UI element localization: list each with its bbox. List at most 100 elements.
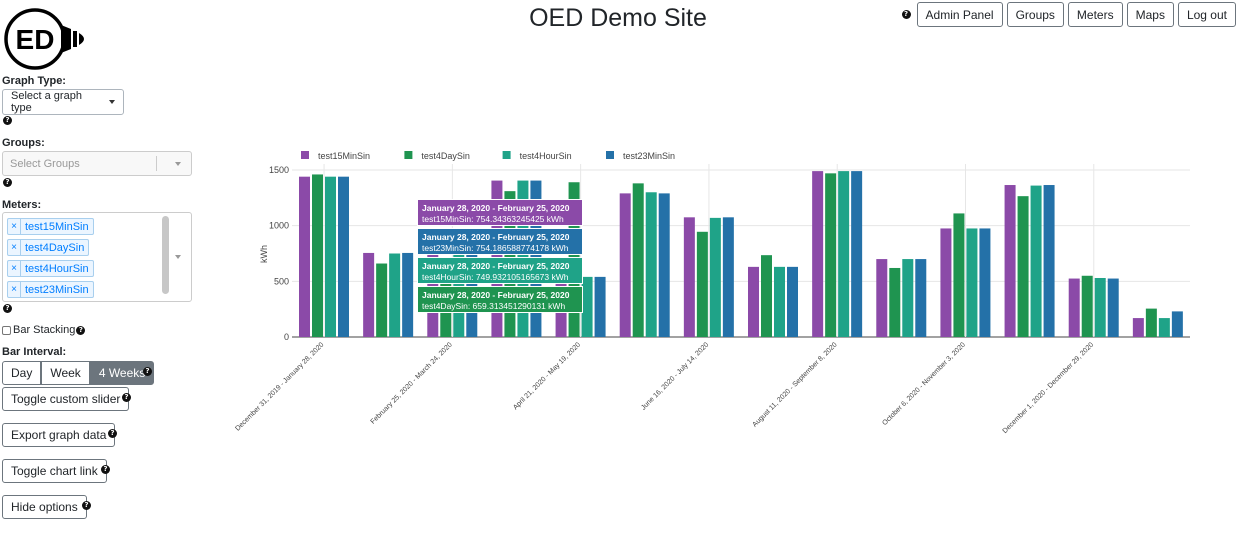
help-icon[interactable]: ?: [122, 393, 131, 402]
bar: [1081, 275, 1093, 337]
bar: [696, 231, 708, 337]
chevron-down-icon[interactable]: [175, 255, 181, 259]
bar: [1132, 318, 1144, 337]
tooltip-title: January 28, 2020 - February 25, 2020: [422, 203, 570, 213]
legend-label: test15MinSin: [318, 151, 370, 161]
bar-stacking: Bar Stacking ?: [2, 324, 86, 336]
meters-label: Meters:: [2, 199, 42, 211]
help-icon[interactable]: ?: [101, 465, 110, 474]
meters-button[interactable]: Meters: [1067, 2, 1123, 27]
bar: [1094, 277, 1106, 337]
meter-chip: × test15MinSin: [7, 218, 94, 235]
logout-button[interactable]: Log out: [1177, 2, 1236, 27]
remove-icon[interactable]: ×: [8, 219, 21, 234]
bar-interval-group: Day Week 4 Weeks: [2, 361, 155, 385]
x-tick-label: February 25, 2020 - March 24, 2020: [370, 341, 454, 425]
meter-chip: × test4HourSin: [7, 260, 94, 277]
groups-select[interactable]: Select Groups: [2, 151, 192, 176]
bar: [825, 173, 837, 337]
tooltip-text: test4DaySin: 659.313451290131 kWh: [422, 301, 566, 311]
x-tick-label: December 31, 2019 - January 28, 2020: [234, 341, 325, 432]
help-icon[interactable]: ?: [3, 304, 12, 313]
bar: [774, 266, 785, 337]
bar: [722, 217, 734, 337]
bar: [376, 263, 388, 337]
help-icon[interactable]: ?: [3, 116, 12, 125]
interval-day-button[interactable]: Day: [2, 361, 42, 385]
y-axis-label: kWh: [259, 245, 269, 263]
remove-icon[interactable]: ×: [8, 261, 21, 276]
meter-chip-label: test15MinSin: [25, 220, 89, 233]
tooltip: January 28, 2020 - February 25, 2020 test…: [417, 199, 583, 226]
meter-chip: × test23MinSin: [7, 281, 94, 298]
bar: [1158, 318, 1170, 337]
bar: [1107, 278, 1119, 337]
legend-swatch: [502, 151, 511, 159]
meter-chip-label: test4HourSin: [25, 262, 89, 275]
export-data-button[interactable]: Export graph data: [2, 423, 116, 447]
bar: [1004, 185, 1016, 337]
bar: [761, 255, 772, 337]
oed-logo: ED: [4, 8, 84, 70]
bar: [325, 176, 336, 337]
bar: [363, 252, 375, 337]
bar: [1030, 185, 1042, 337]
interval-4weeks-button[interactable]: 4 Weeks: [89, 361, 155, 385]
maps-button[interactable]: Maps: [1126, 2, 1174, 27]
x-tick-label: October 6, 2020 - November 3, 2020: [881, 341, 967, 427]
select-separator: [156, 156, 157, 171]
bar: [966, 228, 978, 337]
bar: [902, 259, 914, 337]
bar: [683, 217, 695, 337]
legend-swatch: [404, 151, 413, 159]
bar: [594, 276, 606, 337]
bar: [953, 213, 965, 337]
bar: [1068, 278, 1080, 337]
graph-type-select[interactable]: Select a graph type: [2, 89, 124, 115]
help-icon[interactable]: ?: [901, 10, 911, 19]
help-icon[interactable]: ?: [143, 367, 152, 376]
meter-chip-label: test23MinSin: [25, 283, 89, 296]
bar: [299, 176, 310, 337]
admin-panel-button[interactable]: Admin Panel: [916, 2, 1003, 27]
tooltip-text: test15MinSin: 754.34363245425 kWh: [422, 214, 564, 224]
bar: [1171, 311, 1183, 337]
graph-type-label: Graph Type:: [2, 75, 66, 87]
bar: [402, 252, 414, 337]
legend-label: test4DaySin: [421, 151, 470, 161]
tooltip: January 28, 2020 - February 25, 2020 test…: [417, 228, 583, 255]
remove-icon[interactable]: ×: [8, 240, 21, 255]
bar-stacking-checkbox[interactable]: [2, 325, 11, 335]
x-tick-label: December 1, 2020 - December 29, 2020: [1002, 341, 1096, 435]
bar: [915, 259, 927, 337]
tooltip-title: January 28, 2020 - February 25, 2020: [422, 290, 570, 300]
chevron-down-icon[interactable]: [175, 161, 181, 166]
hide-options-button[interactable]: Hide options: [2, 495, 87, 519]
help-icon[interactable]: ?: [3, 178, 12, 187]
y-tick-label: 0: [284, 332, 289, 342]
bar: [645, 192, 657, 337]
help-icon[interactable]: ?: [82, 501, 91, 510]
scrollbar[interactable]: [162, 216, 169, 294]
bar: [338, 176, 349, 337]
top-nav: ? Admin Panel Groups Meters Maps Log out: [901, 2, 1236, 27]
bar: [1145, 308, 1157, 337]
remove-icon[interactable]: ×: [8, 282, 21, 297]
bar: [940, 228, 952, 337]
tooltip: January 28, 2020 - February 25, 2020 test…: [417, 286, 583, 313]
bar: [312, 174, 323, 337]
tooltip-text: test23MinSin: 754.186588774178 kWh: [422, 243, 569, 253]
interval-week-button[interactable]: Week: [41, 361, 90, 385]
help-icon[interactable]: ?: [76, 325, 86, 335]
bar-interval-label: Bar Interval:: [2, 346, 67, 358]
help-icon[interactable]: ?: [108, 429, 117, 438]
bar: [619, 193, 631, 337]
groups-button[interactable]: Groups: [1006, 2, 1064, 27]
groups-label: Groups:: [2, 137, 45, 149]
bar: [889, 267, 901, 337]
bar: [838, 171, 850, 337]
legend-swatch: [301, 151, 309, 159]
bar: [581, 276, 593, 337]
meters-select[interactable]: × test15MinSin × test4DaySin × test4Hour…: [2, 212, 192, 302]
